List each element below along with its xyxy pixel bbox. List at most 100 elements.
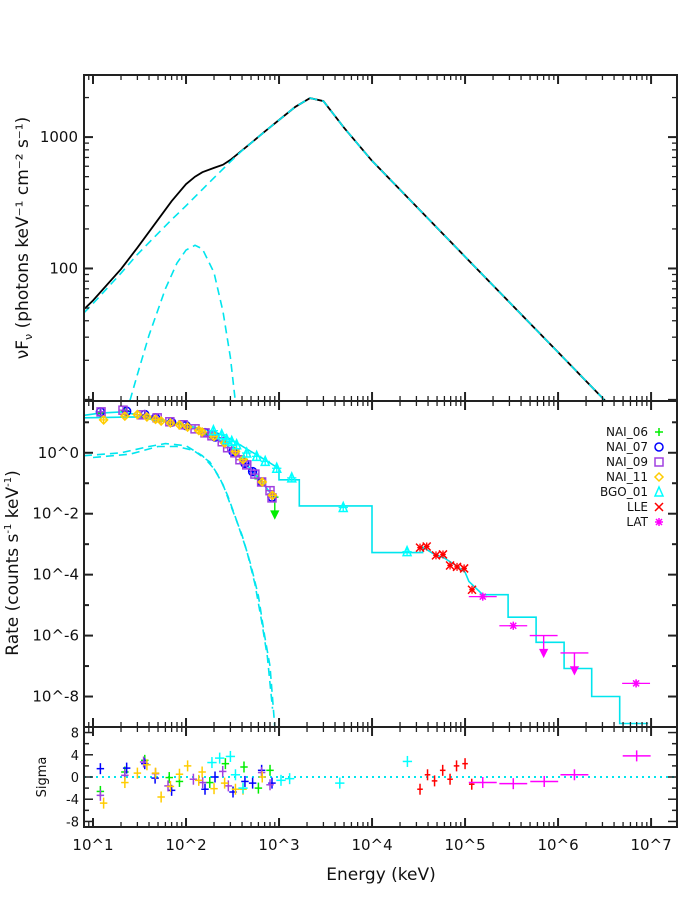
bgo_01-data-point: [208, 423, 219, 436]
nai_11-data-point: [197, 426, 208, 438]
residual-y-axis-label: Sigma: [35, 757, 50, 798]
lat-data-point: [632, 679, 641, 688]
spectrum-y-tick-label: 100: [49, 259, 78, 277]
x-tick-label: 10^6: [537, 836, 578, 854]
nai_11-data-point: [98, 414, 109, 425]
nai_11-residual-point: [258, 771, 266, 783]
legend-item-lle: LLE: [627, 500, 664, 514]
lle-residual-point: [431, 775, 438, 787]
legend-label: BGO_01: [600, 485, 648, 499]
legend-item-nai_11: NAI_11: [606, 470, 665, 484]
rate-y-tick-label: 10^-6: [32, 627, 79, 645]
legend-label: NAI_06: [606, 425, 648, 439]
lle-data-point: [438, 549, 448, 559]
residual-y-tick-label: 4: [71, 749, 79, 764]
lle-residual-point: [453, 760, 460, 772]
residual-y-tick-label: 0: [71, 771, 79, 786]
nai_07-residual-point: [122, 762, 131, 774]
nai_11-residual-point: [99, 797, 108, 809]
nai_11-residual-point: [133, 767, 142, 779]
nai_11-data-point: [257, 476, 268, 488]
nai_07-residual-point: [201, 783, 209, 795]
bgo_01-data-point: [221, 432, 232, 445]
total-model-curve: [84, 97, 607, 401]
nai_07-residual-point: [241, 775, 249, 787]
lat-residual-point: [622, 750, 651, 762]
bgo_01-data-point: [260, 454, 271, 467]
bgo_01-data-point: [338, 500, 349, 513]
nai_11-residual-point: [183, 760, 192, 772]
bgo_01-residual-point: [402, 755, 413, 767]
nai_11-residual-point: [143, 759, 151, 771]
x-tick-label: 10^3: [258, 836, 299, 854]
legend-label: LAT: [626, 515, 648, 529]
lat-data-point: [509, 621, 518, 630]
legend-item-nai_06: NAI_06: [606, 425, 663, 439]
legend-marker-asterisk-icon: [655, 518, 663, 526]
lle-residual-point: [417, 783, 423, 795]
nai_11-residual-point: [195, 774, 203, 786]
nai_11-data-point: [156, 415, 167, 427]
lat-upper-limit: [529, 634, 558, 659]
x-tick-label: 10^2: [165, 836, 206, 854]
bgo_01-data-point: [226, 434, 237, 447]
nai_09-data-point: [96, 407, 106, 417]
nai_11-data-point: [267, 490, 278, 501]
bgo_01-data-point: [241, 446, 252, 458]
nai_09-residual-point: [198, 777, 207, 789]
nai_11-residual-point: [231, 783, 240, 795]
nai_09-residual-point: [96, 789, 105, 801]
plot-curves: [84, 97, 677, 809]
x-tick-label: 10^5: [444, 836, 485, 854]
bgo_01-data-point: [216, 427, 227, 440]
x-axis-label: Energy (keV): [326, 865, 436, 885]
lle-residual-point: [439, 764, 446, 776]
nai_09-residual-point: [224, 780, 233, 792]
spectrum-y-axis-label: νFν (photons keV⁻¹ cm⁻² s⁻¹): [13, 117, 35, 359]
nai_07-residual-point: [248, 777, 257, 789]
legend-label: NAI_07: [606, 440, 648, 454]
lle-residual-point: [462, 758, 468, 770]
nai_11-residual-point: [166, 780, 175, 792]
nai_09-residual-point: [189, 773, 198, 785]
lle-data-point: [422, 541, 432, 552]
nai_11-data-point: [132, 409, 143, 420]
nai_09-residual-point: [139, 756, 148, 768]
bgo_01-data-point: [271, 461, 282, 474]
band-component-curve: [84, 97, 607, 401]
legend-item-nai_07: NAI_07: [606, 440, 664, 454]
rate-component-model-curve: [92, 445, 274, 709]
legend-label: NAI_11: [606, 470, 648, 484]
legend-marker-diamond-icon: [653, 471, 665, 483]
x-tick-label: 10^1: [72, 836, 113, 854]
nai_11-data-point: [174, 419, 185, 430]
nai_09-data-point: [250, 469, 260, 479]
bgo_01-residual-point: [276, 774, 286, 786]
nai_06-residual-point: [165, 772, 173, 784]
bgo_01-data-point: [286, 471, 297, 483]
nai_09-residual-point: [218, 765, 227, 777]
nai_06-residual-point: [266, 764, 274, 776]
spectrum-y-tick-label: 1000: [40, 128, 78, 146]
rate-y-axis-label: Rate (counts s-1 keV-1): [3, 470, 23, 655]
bgo_01-residual-point: [284, 773, 295, 785]
lle-residual-point: [447, 773, 453, 785]
lle-residual-point: [424, 769, 431, 781]
legend-marker-plus-icon: [655, 428, 663, 436]
plot-axes: 10^1 10^2 10^3 10^4 10^5 10^6 10^7 100 1000 10^0 1…: [32, 74, 678, 854]
nai_11-residual-point: [121, 777, 129, 789]
residual-y-tick-label: -8: [66, 815, 79, 830]
nai_11-residual-point: [157, 791, 165, 803]
bgo_01-residual-point: [207, 757, 217, 769]
nai_09-residual-point: [266, 779, 274, 791]
legend-label: LLE: [627, 500, 648, 514]
bgo_01-residual-point: [215, 752, 225, 764]
lat-residual-point: [530, 775, 559, 787]
residual-y-tick-label: -4: [66, 793, 79, 808]
nai_09-data-point: [207, 431, 217, 441]
lle-data-point: [467, 585, 477, 595]
nai_11-data-point: [182, 421, 193, 433]
legend-item-lat: LAT: [626, 515, 663, 529]
lat-residual-point: [560, 769, 589, 781]
